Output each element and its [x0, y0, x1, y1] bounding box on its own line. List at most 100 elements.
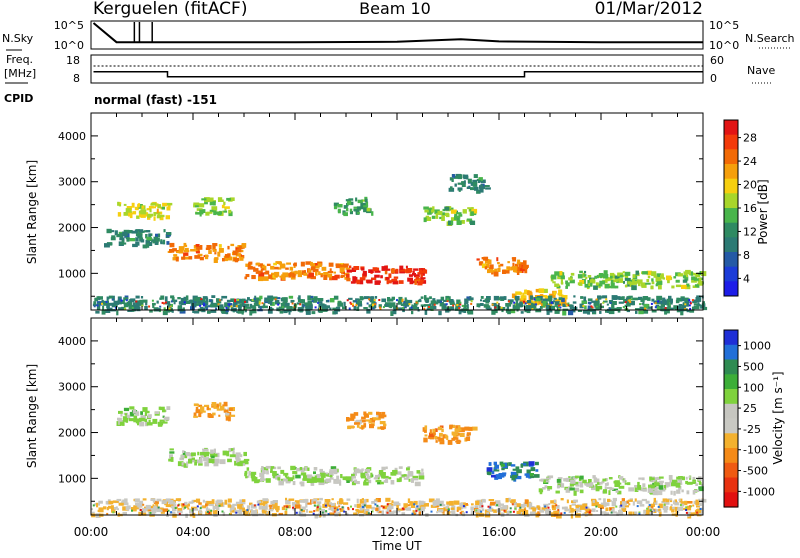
- data-cell: [605, 298, 608, 301]
- data-cell: [285, 267, 289, 270]
- data-cell: [597, 482, 601, 485]
- data-cell: [246, 467, 250, 471]
- data-cell: [269, 301, 273, 306]
- data-cell: [237, 462, 243, 467]
- data-cell: [372, 267, 378, 272]
- data-cell: [562, 303, 568, 308]
- data-cell: [692, 504, 695, 507]
- data-cell: [150, 239, 157, 242]
- data-cell: [195, 212, 201, 215]
- data-cell: [635, 308, 641, 311]
- data-cell: [574, 508, 579, 513]
- colorbar-tick-label: 100: [743, 381, 764, 394]
- data-cell: [319, 468, 323, 472]
- x-axis-label: Time UT: [371, 539, 422, 553]
- data-cell: [251, 305, 256, 308]
- data-cell: [159, 214, 165, 218]
- data-cell: [408, 478, 411, 482]
- data-cell: [235, 454, 240, 460]
- data-cell: [587, 310, 591, 315]
- data-cell: [300, 299, 304, 304]
- data-cell: [459, 511, 462, 514]
- data-cell: [621, 498, 625, 503]
- data-cell: [516, 271, 520, 275]
- data-cell: [661, 307, 665, 312]
- data-cell: [450, 306, 454, 311]
- data-cell: [361, 498, 364, 501]
- data-cell: [168, 458, 172, 462]
- data-cell: [493, 469, 500, 472]
- data-cell: [248, 261, 253, 265]
- data-cell: [312, 512, 315, 515]
- data-cell: [328, 508, 331, 511]
- data-cell: [634, 511, 637, 514]
- data-cell: [543, 305, 545, 308]
- data-cell: [342, 264, 345, 269]
- data-cell: [512, 304, 516, 309]
- data-cell: [395, 503, 401, 506]
- data-cell: [289, 272, 292, 277]
- data-cell: [172, 507, 177, 512]
- data-cell: [577, 282, 582, 286]
- data-cell: [272, 471, 277, 476]
- data-cell: [486, 467, 493, 473]
- data-cell: [638, 477, 642, 480]
- data-cell: [192, 308, 195, 313]
- data-cell: [217, 304, 224, 307]
- data-cell: [375, 507, 379, 512]
- data-cell: [559, 271, 563, 276]
- data-cell: [685, 269, 691, 275]
- data-cell: [170, 457, 174, 462]
- data-cell: [391, 503, 394, 506]
- data-cell: [117, 508, 119, 511]
- x-tick-label: 20:00: [584, 525, 619, 539]
- data-cell: [573, 490, 577, 496]
- data-cell: [476, 189, 481, 194]
- data-cell: [315, 265, 320, 269]
- data-cell: [698, 486, 704, 492]
- data-cell: [462, 505, 465, 508]
- data-cell: [446, 298, 449, 301]
- data-cell: [536, 505, 540, 508]
- data-cell: [219, 405, 225, 411]
- data-cell: [261, 506, 268, 510]
- data-cell: [567, 304, 569, 307]
- data-cell: [516, 469, 522, 474]
- data-cell: [146, 208, 152, 211]
- data-cell: [647, 275, 651, 279]
- data-cell: [428, 435, 433, 439]
- data-cell: [172, 513, 177, 518]
- data-cell: [382, 506, 385, 509]
- data-cell: [171, 297, 175, 302]
- data-cell: [676, 489, 681, 494]
- data-cell: [512, 502, 517, 506]
- data-cell: [152, 418, 158, 424]
- data-cell: [553, 291, 557, 296]
- data-cell: [283, 505, 286, 508]
- data-cell: [542, 300, 547, 306]
- data-cell: [293, 265, 296, 268]
- data-cell: [350, 505, 352, 508]
- data-cell: [640, 299, 643, 302]
- data-cell: [283, 310, 287, 313]
- data-cell: [532, 303, 536, 308]
- data-cell: [223, 201, 226, 206]
- data-cell: [349, 201, 354, 206]
- data-cell: [539, 479, 542, 482]
- data-cell: [509, 507, 512, 510]
- data-cell: [373, 299, 376, 302]
- data-cell: [318, 271, 321, 274]
- data-cell: [170, 300, 173, 303]
- data-cell: [156, 208, 159, 214]
- data-cell: [351, 480, 356, 486]
- data-cell: [686, 309, 692, 313]
- data-cell: [159, 215, 164, 221]
- data-cell: [277, 303, 280, 306]
- data-cell: [167, 304, 172, 309]
- data-cell: [397, 508, 403, 511]
- data-cell: [334, 480, 340, 484]
- data-cell: [328, 471, 334, 476]
- data-cell: [603, 489, 608, 494]
- data-cell: [241, 243, 247, 248]
- data-cell: [636, 505, 639, 508]
